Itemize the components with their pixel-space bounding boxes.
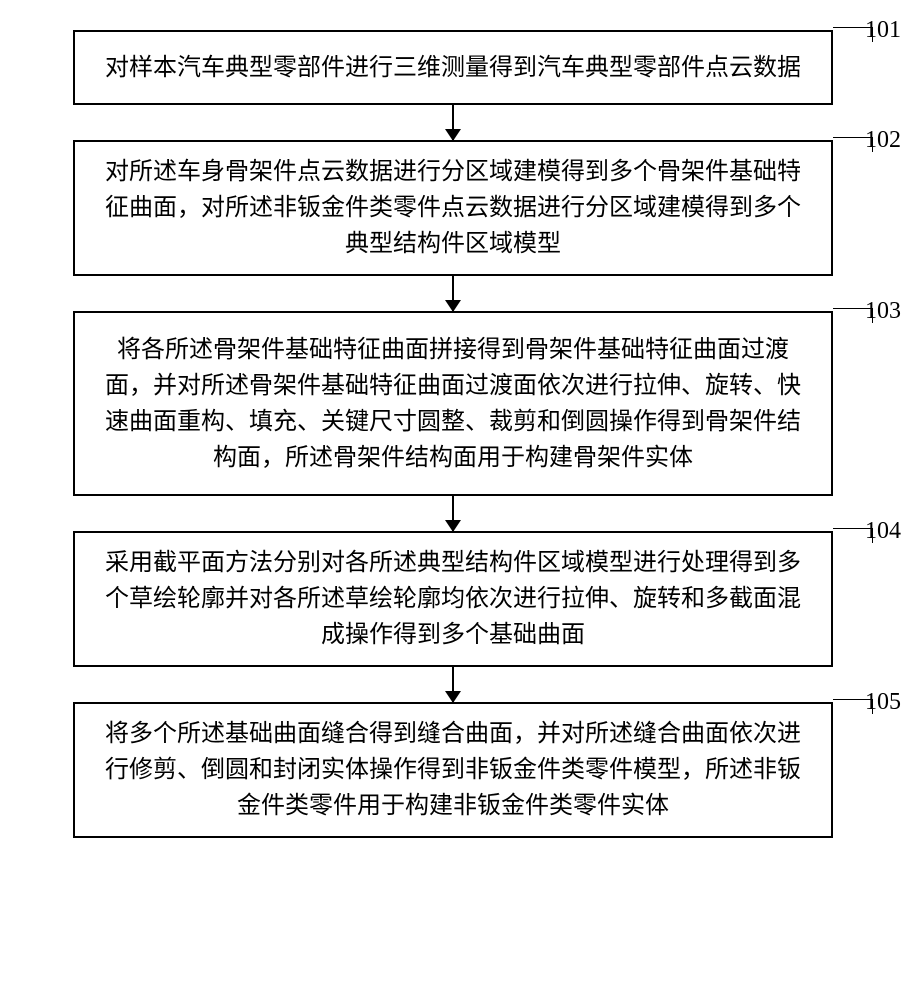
step-text: 将各所述骨架件基础特征曲面拼接得到骨架件基础特征曲面过渡面，并对所述骨架件基础特… — [95, 332, 811, 476]
arrow-down — [452, 667, 454, 702]
arrow-down — [452, 496, 454, 531]
step-box-103: 103 将各所述骨架件基础特征曲面拼接得到骨架件基础特征曲面过渡面，并对所述骨架… — [73, 311, 833, 496]
step-text: 对样本汽车典型零部件进行三维测量得到汽车典型零部件点云数据 — [105, 50, 801, 86]
step-text: 将多个所述基础曲面缝合得到缝合曲面，并对所述缝合曲面依次进行修剪、倒圆和封闭实体… — [95, 716, 811, 824]
step-label: 102 — [865, 122, 901, 158]
arrow-down — [452, 105, 454, 140]
step-label: 104 — [865, 513, 901, 549]
step-box-102: 102 对所述车身骨架件点云数据进行分区域建模得到多个骨架件基础特征曲面，对所述… — [73, 140, 833, 276]
step-label: 103 — [865, 293, 901, 329]
step-text: 对所述车身骨架件点云数据进行分区域建模得到多个骨架件基础特征曲面，对所述非钣金件… — [95, 154, 811, 262]
step-box-104: 104 采用截平面方法分别对各所述典型结构件区域模型进行处理得到多个草绘轮廓并对… — [73, 531, 833, 667]
step-box-101: 101 对样本汽车典型零部件进行三维测量得到汽车典型零部件点云数据 — [73, 30, 833, 105]
flowchart-container: 101 对样本汽车典型零部件进行三维测量得到汽车典型零部件点云数据 102 对所… — [40, 30, 866, 838]
step-label: 101 — [865, 12, 901, 48]
step-box-105: 105 将多个所述基础曲面缝合得到缝合曲面，并对所述缝合曲面依次进行修剪、倒圆和… — [73, 702, 833, 838]
arrow-down — [452, 276, 454, 311]
step-label: 105 — [865, 684, 901, 720]
step-text: 采用截平面方法分别对各所述典型结构件区域模型进行处理得到多个草绘轮廓并对各所述草… — [95, 545, 811, 653]
